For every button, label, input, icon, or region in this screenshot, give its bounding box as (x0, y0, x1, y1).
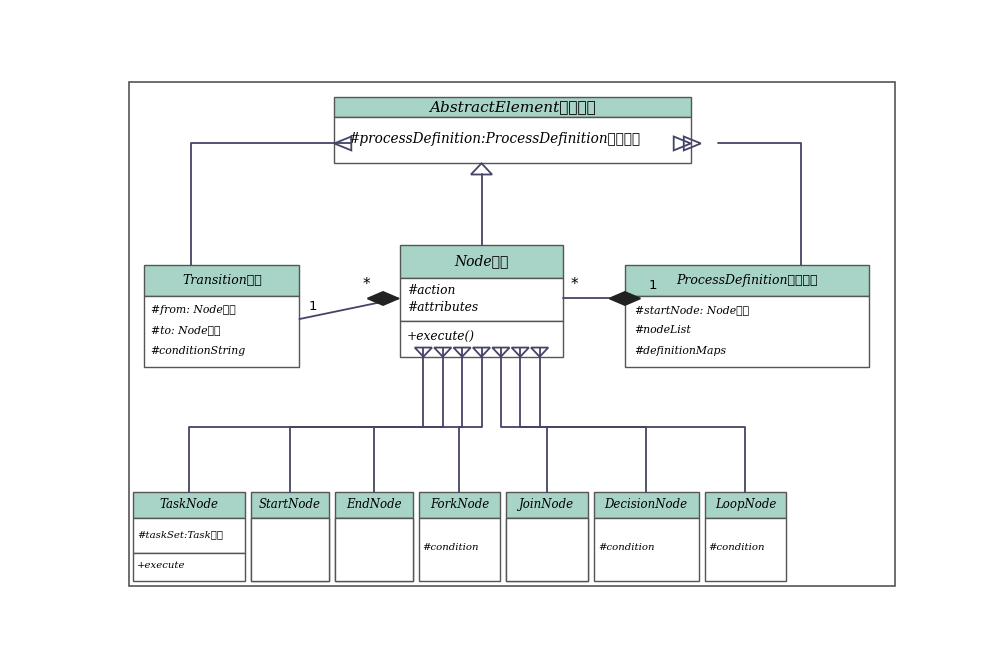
Bar (335, 492, 413, 518)
Text: #to: Node节点: #to: Node节点 (151, 325, 220, 335)
Text: #processDefinition:ProcessDefinition流程定义: #processDefinition:ProcessDefinition流程定义 (349, 132, 641, 145)
Bar (251, 492, 329, 518)
Bar (594, 518, 698, 580)
Text: LoopNode: LoopNode (715, 498, 776, 512)
Text: #condition: #condition (598, 543, 655, 552)
Bar (133, 518, 245, 553)
Text: *: * (571, 278, 578, 292)
Bar (506, 492, 588, 518)
Bar (251, 518, 329, 580)
Text: #from: Node节点: #from: Node节点 (151, 305, 235, 315)
Text: StartNode: StartNode (259, 498, 321, 512)
Bar (400, 321, 563, 357)
Text: #action: #action (407, 284, 455, 297)
Bar (419, 492, 500, 518)
Bar (144, 265, 299, 295)
Text: Transition迁移: Transition迁移 (182, 274, 262, 287)
Bar (625, 295, 869, 367)
Text: #attributes: #attributes (407, 301, 478, 314)
Bar (335, 518, 413, 580)
Text: +execute(): +execute() (407, 331, 475, 344)
Text: 1: 1 (648, 280, 657, 292)
Text: #conditionString: #conditionString (151, 346, 246, 356)
Bar (419, 518, 500, 580)
Text: EndNode: EndNode (346, 498, 402, 512)
Text: AbstractElement基本元素: AbstractElement基本元素 (429, 100, 596, 114)
Bar (144, 295, 299, 367)
Text: Node节点: Node节点 (454, 254, 509, 268)
Text: TaskNode: TaskNode (159, 498, 218, 512)
Bar (133, 553, 245, 580)
Text: #nodeList: #nodeList (635, 325, 691, 335)
Text: #taskSet:Task任务: #taskSet:Task任务 (137, 530, 223, 539)
Bar (506, 518, 588, 580)
Polygon shape (368, 292, 399, 305)
Bar (506, 518, 588, 580)
Bar (251, 518, 329, 580)
Bar (400, 278, 563, 321)
Bar (705, 518, 786, 580)
Text: JoinNode: JoinNode (519, 498, 575, 512)
Text: *: * (363, 278, 371, 292)
Bar (705, 492, 786, 518)
Text: +execute: +execute (137, 561, 186, 570)
Text: ForkNode: ForkNode (430, 498, 489, 512)
Bar (334, 117, 691, 163)
Polygon shape (609, 292, 640, 305)
Bar (594, 492, 698, 518)
Text: #condition: #condition (708, 543, 764, 552)
Text: #startNode: Node节点: #startNode: Node节点 (635, 305, 749, 315)
Text: 1: 1 (309, 300, 317, 313)
Text: #definitionMaps: #definitionMaps (635, 346, 727, 356)
Text: DecisionNode: DecisionNode (605, 498, 688, 512)
Bar (400, 245, 563, 278)
Text: ProcessDefinition流程定义: ProcessDefinition流程定义 (676, 274, 818, 287)
Bar (335, 518, 413, 580)
Text: #condition: #condition (422, 543, 478, 552)
Bar (625, 265, 869, 295)
Bar (334, 97, 691, 117)
Bar (133, 492, 245, 518)
